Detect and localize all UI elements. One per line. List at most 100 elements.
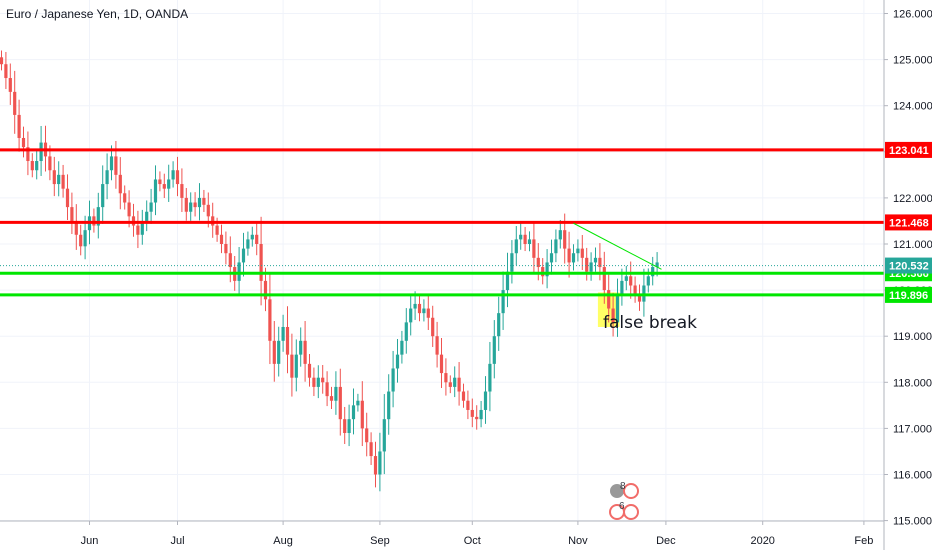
price-label-tag — [885, 286, 932, 303]
candle-body — [620, 280, 624, 295]
candle — [527, 231, 532, 252]
candle-body — [158, 179, 162, 185]
candle-body — [162, 184, 166, 189]
price-label-text: 119.896 — [889, 290, 928, 302]
candle — [197, 183, 202, 221]
candle — [576, 239, 580, 262]
candle-body — [281, 326, 285, 341]
candle-body — [285, 326, 290, 355]
candle — [633, 276, 637, 303]
candle — [351, 388, 356, 435]
candle-body — [202, 197, 206, 205]
candle-body — [580, 248, 584, 258]
candle — [281, 314, 285, 352]
candle-body — [105, 170, 109, 185]
candle — [642, 268, 646, 317]
candle-body — [294, 354, 298, 378]
candle — [343, 406, 347, 445]
watermark-logo: 86 — [609, 481, 639, 520]
candle-body — [453, 377, 457, 387]
candle — [391, 350, 395, 408]
candle-body — [651, 267, 655, 277]
candle — [611, 292, 615, 337]
candle-body — [409, 308, 413, 323]
candle-body — [4, 64, 8, 79]
chart-title: Euro / Japanese Yen, 1D, OANDA — [6, 7, 188, 21]
candle-body — [360, 400, 364, 429]
candle-body — [325, 382, 329, 397]
candle-body — [505, 271, 510, 291]
candle — [140, 209, 144, 245]
candle — [158, 171, 162, 192]
badge-ring-icon — [623, 483, 639, 499]
badge-icon — [610, 484, 624, 498]
candle-body — [219, 234, 224, 244]
candle-body — [153, 179, 158, 203]
candle-body — [140, 220, 144, 235]
candle — [325, 371, 329, 407]
candle — [307, 353, 312, 387]
candle — [593, 247, 598, 272]
candle-body — [189, 202, 193, 212]
candle — [237, 246, 241, 295]
candle — [219, 224, 224, 254]
candle-body — [527, 239, 532, 244]
candle — [338, 368, 342, 436]
candle — [268, 273, 272, 365]
candle-body — [268, 299, 272, 341]
badge-ring-icon — [623, 504, 639, 520]
candle-body — [571, 253, 576, 263]
time-tick-label: Nov — [568, 535, 588, 547]
candle — [571, 244, 576, 271]
candle-body — [461, 391, 466, 401]
candle — [457, 362, 461, 406]
candle-body — [347, 419, 351, 434]
candle — [118, 157, 122, 210]
candle-body — [479, 409, 483, 420]
candle-body — [277, 340, 281, 364]
time-tick-label: Oct — [464, 535, 481, 547]
candle-body — [259, 244, 263, 281]
candle-body — [387, 391, 391, 420]
candle — [409, 294, 413, 336]
time-axis[interactable]: Jun Jul Aug Sep Oct Nov Dec 2020 Feb — [81, 521, 874, 547]
time-tick-label: Dec — [656, 535, 676, 547]
candle-body — [545, 262, 549, 277]
candle-body — [431, 317, 435, 337]
candle-body — [272, 340, 276, 364]
candle — [153, 165, 158, 216]
candle-body — [501, 290, 505, 314]
candle-body — [329, 396, 334, 401]
candle — [228, 236, 232, 283]
candle-body — [70, 207, 74, 221]
candle — [35, 150, 39, 180]
candle — [519, 223, 523, 250]
candle-body — [17, 114, 21, 138]
candle — [263, 267, 268, 312]
candle — [492, 320, 496, 379]
candle — [501, 271, 505, 330]
candle-body — [629, 276, 633, 286]
candle — [356, 393, 360, 412]
candle — [211, 202, 215, 238]
candle-body — [554, 239, 558, 254]
trendline[interactable] — [573, 222, 662, 270]
candle — [79, 224, 83, 256]
candle-body — [378, 451, 382, 475]
price-tick-label: 119.000 — [893, 331, 932, 343]
candle-body — [439, 354, 444, 374]
candle — [373, 441, 378, 488]
candle — [466, 390, 470, 420]
candle-body — [466, 400, 470, 410]
candle — [294, 339, 298, 392]
candle — [123, 185, 127, 210]
candle-body — [299, 340, 303, 355]
candle-body — [57, 174, 61, 185]
candle — [26, 131, 30, 176]
candle-body — [382, 419, 386, 452]
candle — [21, 126, 26, 158]
candle-body — [615, 294, 620, 323]
candle — [523, 226, 527, 252]
